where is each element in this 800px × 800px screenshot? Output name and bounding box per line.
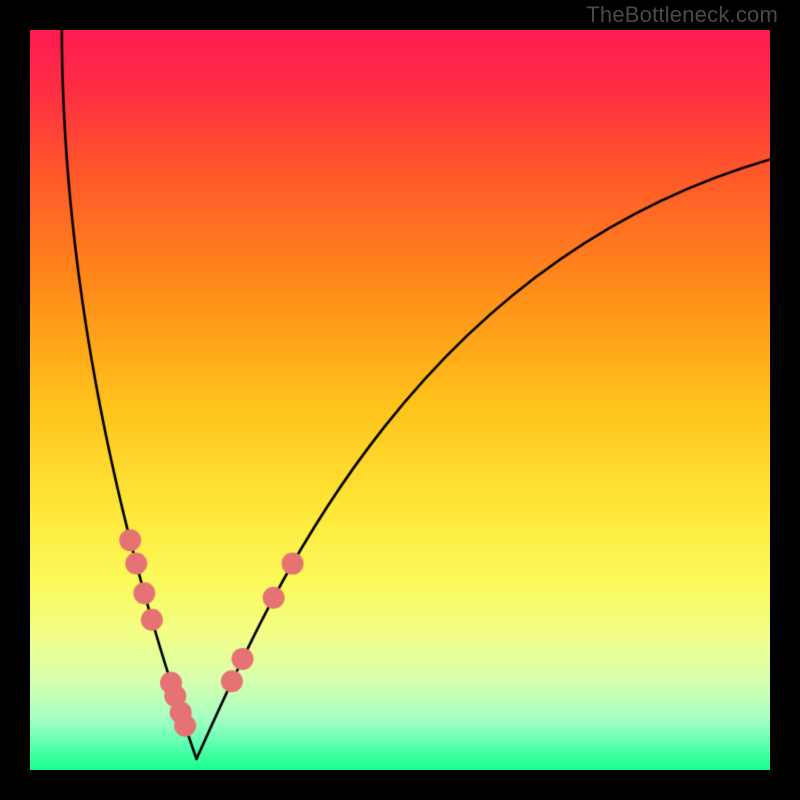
stage: TheBottleneck.com bbox=[0, 0, 800, 800]
watermark-text: TheBottleneck.com bbox=[586, 2, 778, 28]
v-curve-plot bbox=[30, 30, 770, 770]
plot-frame bbox=[0, 0, 800, 800]
